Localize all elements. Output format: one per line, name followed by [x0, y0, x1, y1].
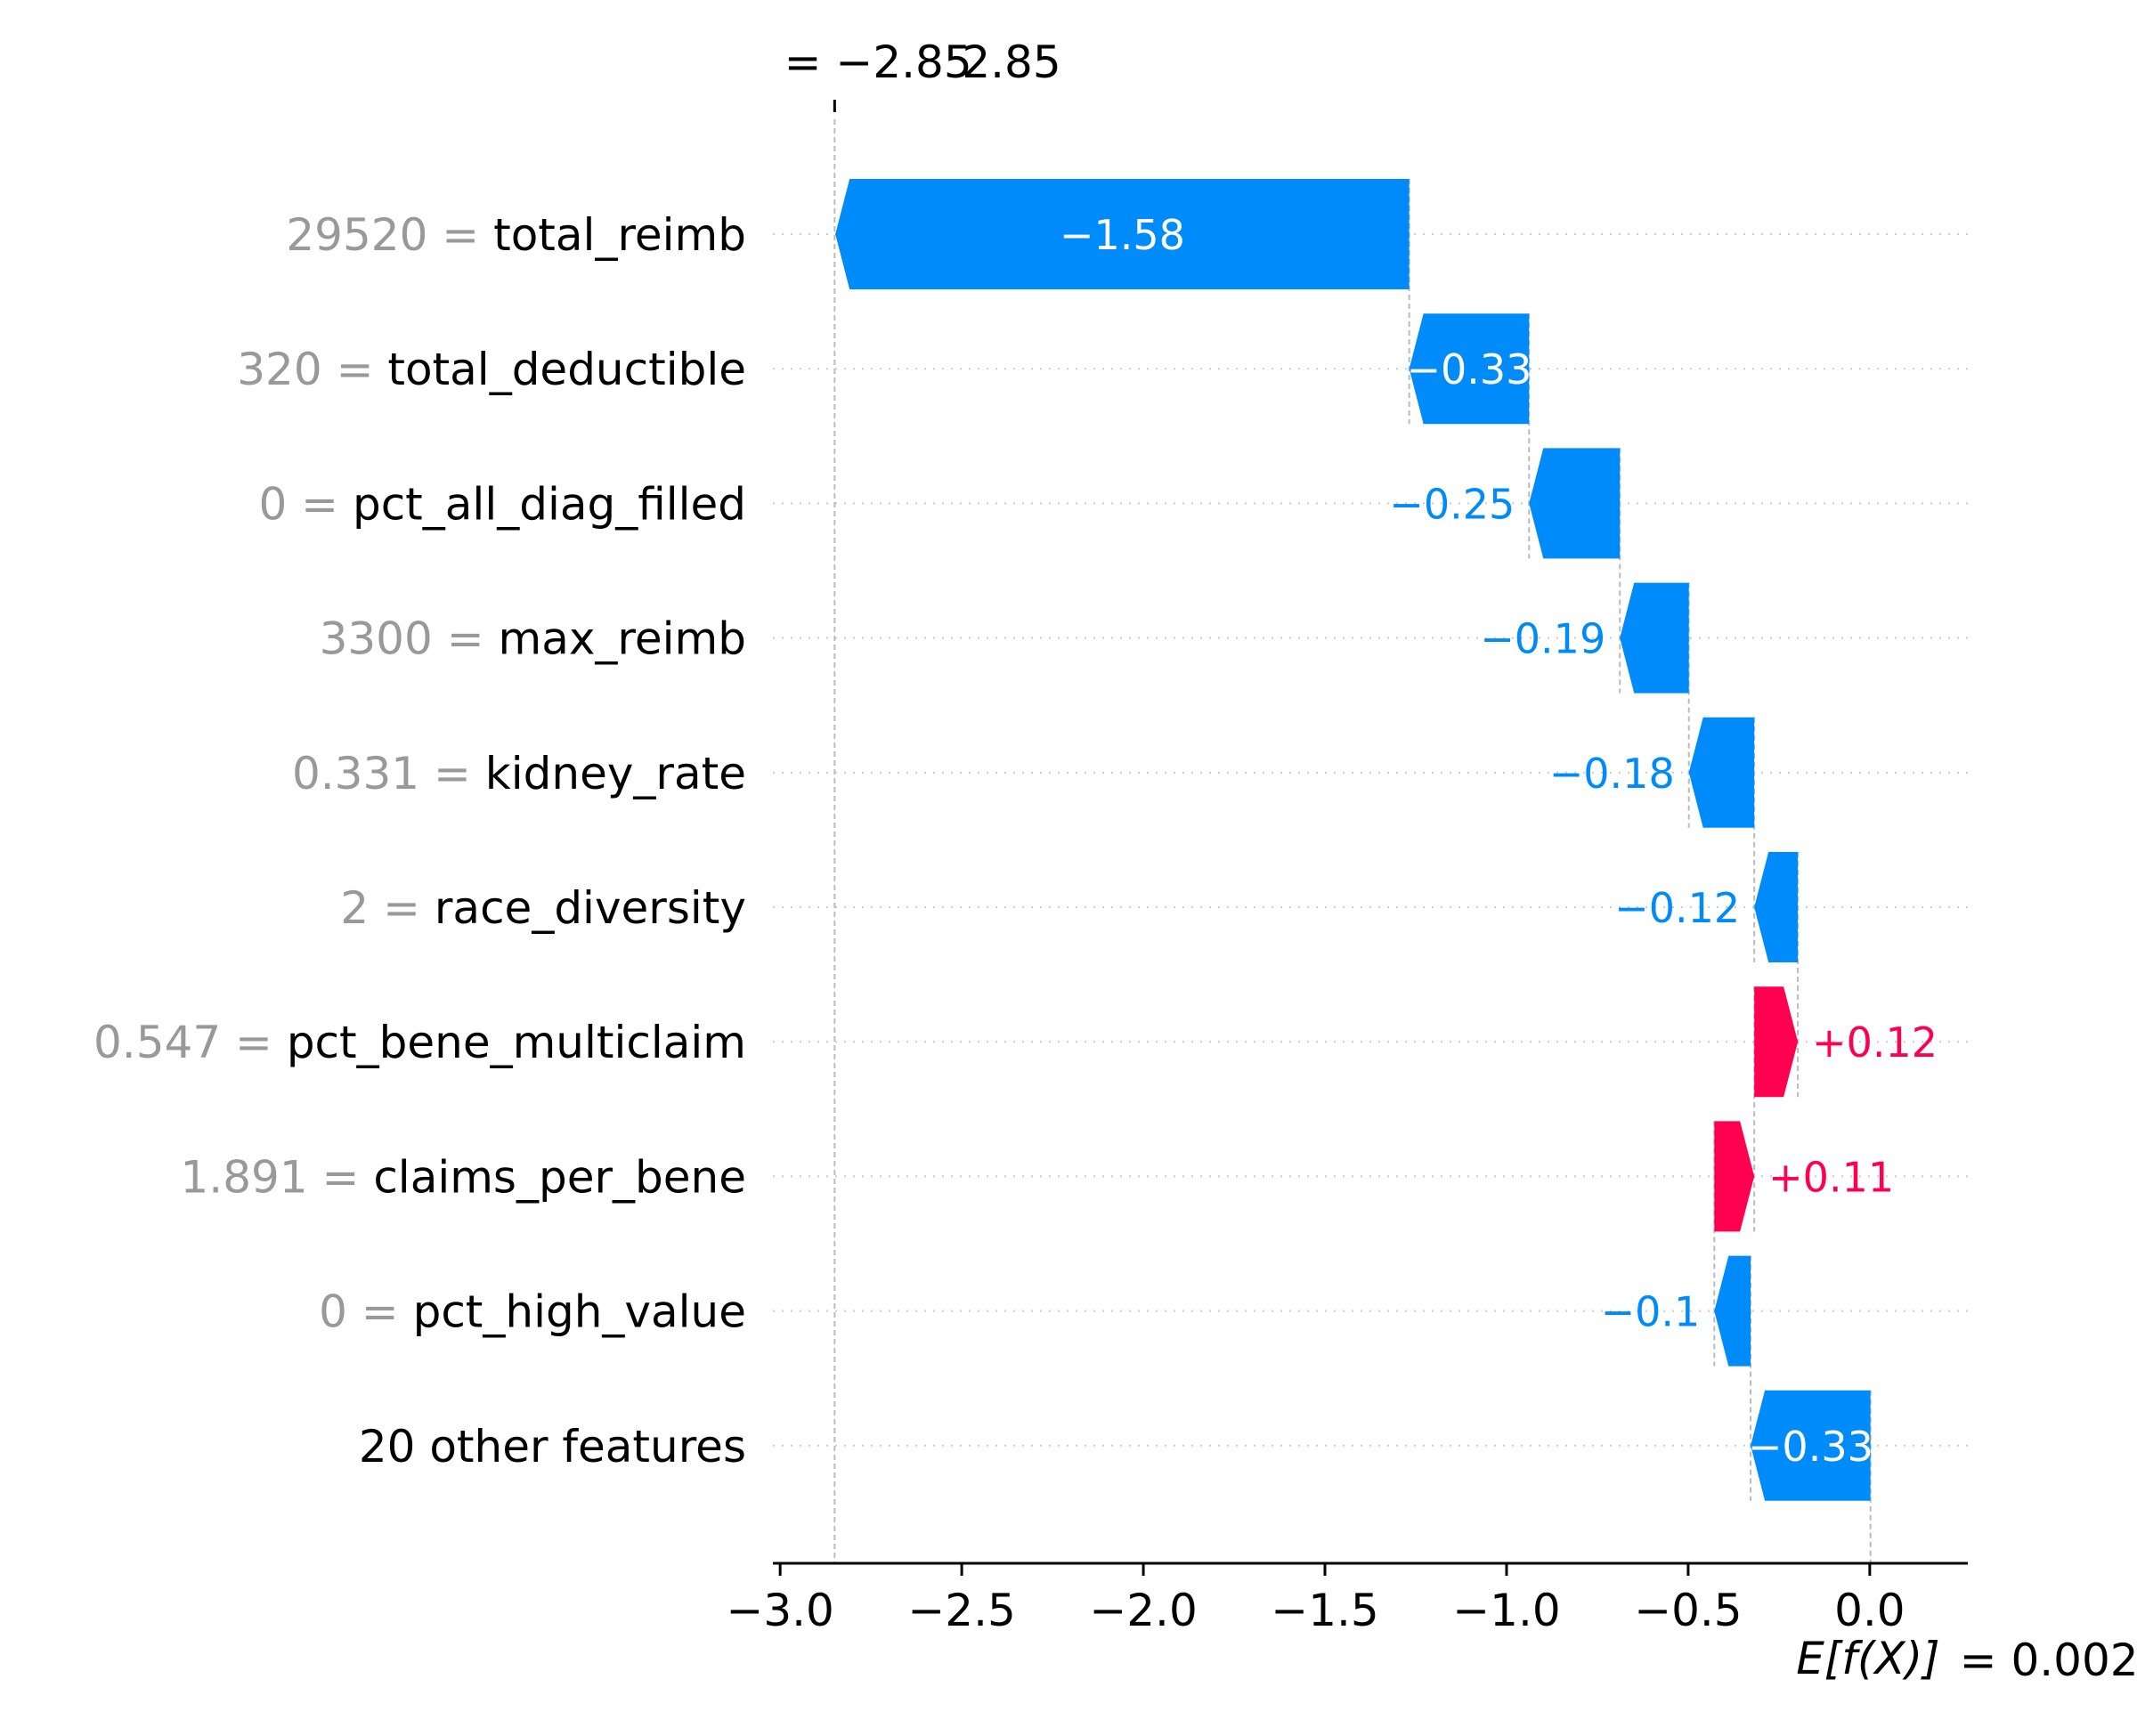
bar-value-label: −0.33 [1748, 1423, 1873, 1471]
feature-value: 0.331 = [292, 748, 485, 799]
feature-name: total_deductible [387, 344, 746, 395]
feature-name: pct_all_diag_filled [353, 478, 746, 530]
feature-value: 320 = [237, 344, 387, 395]
output-value-gray: 2.85 [962, 37, 1060, 88]
x-tick-label: −1.0 [1452, 1585, 1560, 1636]
waterfall-bar [1409, 313, 1530, 425]
feature-name: pct_high_value [413, 1286, 746, 1338]
grid-lines [773, 233, 1968, 1447]
feature-name: race_diversity [435, 882, 746, 934]
feature-value: 1.891 = [180, 1151, 373, 1203]
feature-value: 3300 = [320, 613, 499, 665]
feature-label: 2 = race_diversity [340, 882, 746, 934]
waterfall-bar [1754, 852, 1799, 962]
x-tick-label: −2.0 [1089, 1585, 1197, 1636]
feature-value: 2 = [340, 882, 435, 934]
x-tick-label: −2.5 [907, 1585, 1015, 1636]
feature-name: claims_per_bene [373, 1151, 746, 1203]
feature-labels: 29520 = total_reimb 320 = total_deductibl… [93, 209, 746, 1472]
feature-label: 29520 = total_reimb [286, 209, 746, 261]
feature-label: 1.891 = claims_per_bene [180, 1151, 746, 1203]
feature-value: 0 = [319, 1286, 413, 1338]
x-tick-label: −3.0 [726, 1585, 833, 1636]
base-value-number: = 0.002 [1960, 1635, 2137, 1686]
feature-label: 3300 = max_reimb [320, 613, 746, 665]
output-annotation: = − 2.85 2.85 [784, 37, 1061, 112]
waterfall-bar [1751, 1390, 1871, 1501]
bar-value-label: +0.11 [1768, 1153, 1894, 1201]
bar-value-label: −0.18 [1549, 750, 1675, 798]
x-tick-label: −0.5 [1634, 1585, 1742, 1636]
bar-value-label: +0.12 [1812, 1018, 1938, 1067]
feature-name: total_reimb [493, 209, 746, 261]
feature-name: pct_bene_multiclaim [287, 1017, 746, 1068]
feature-label: 0.547 = pct_bene_multiclaim [93, 1017, 746, 1068]
feature-label: 0.331 = kidney_rate [292, 748, 746, 799]
bar-value-label: −0.33 [1406, 345, 1532, 393]
bar-value-label: −0.19 [1480, 615, 1605, 663]
bar-value-label: −1.58 [1060, 211, 1185, 259]
feature-value: 0.547 = [93, 1017, 287, 1068]
feature-value: 29520 = [286, 209, 493, 261]
feature-label: 0 = pct_high_value [319, 1286, 746, 1338]
feature-name: 20 other features [359, 1421, 746, 1472]
waterfall-bar [835, 179, 1410, 289]
base-value-annotation: E[f(X)] = 0.002 [1796, 1633, 2137, 1686]
feature-label: 0 = pct_all_diag_filled [258, 478, 746, 530]
waterfall-bar [1688, 717, 1755, 828]
bars: −1.58 −0.33 −0.25 −0.19 −0.18 −0.12 +0.12 +0.11… [835, 179, 1938, 1501]
waterfall-bar [1754, 986, 1799, 1098]
base-value-label: E[f(X)] [1796, 1633, 1939, 1684]
feature-value: 0 = [258, 478, 353, 530]
waterfall-bar [1620, 582, 1689, 694]
guide-lines [833, 119, 1872, 1563]
feature-name: kidney_rate [485, 748, 746, 799]
waterfall-bar [1529, 448, 1621, 559]
waterfall-bar [1714, 1121, 1755, 1232]
bar-value-label: −0.1 [1601, 1288, 1701, 1336]
output-value-number: 2.85 [873, 37, 971, 88]
feature-label: 20 other features [359, 1421, 746, 1472]
feature-name: max_reimb [499, 613, 747, 665]
x-tick-label: 0.0 [1834, 1585, 1905, 1636]
x-tick-label: −1.5 [1271, 1585, 1378, 1636]
feature-label: 320 = total_deductible [237, 344, 746, 395]
output-value-prefix: = − [784, 37, 873, 88]
waterfall-bar [1714, 1255, 1751, 1367]
x-axis: −3.0 −2.5 −2.0 −1.5 −1.0 −0.5 0.0 [726, 1562, 1968, 1636]
bar-value-label: −0.25 [1389, 480, 1515, 528]
bar-value-label: −0.12 [1614, 884, 1740, 932]
